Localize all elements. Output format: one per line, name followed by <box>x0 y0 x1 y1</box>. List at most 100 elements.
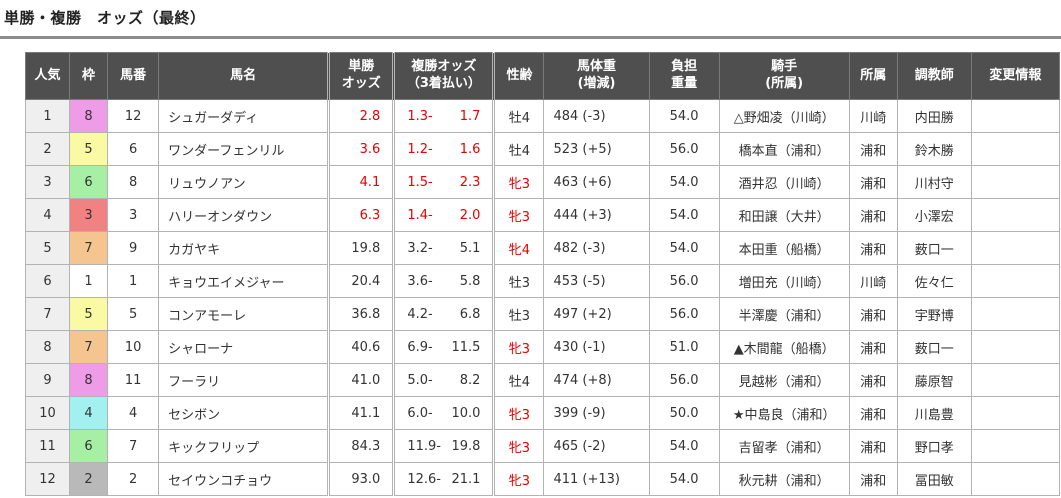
change-info-cell <box>970 429 1061 463</box>
horse-number-cell: 10 <box>107 330 160 364</box>
change-info-cell <box>970 165 1061 199</box>
frame-cell: 2 <box>69 462 109 496</box>
place-odds-cell: 1.2- 1.6 <box>392 132 496 166</box>
affiliation-cell: 浦和 <box>848 396 898 430</box>
weight-cell: 411 (+13) <box>543 462 650 496</box>
header-frame: 枠 <box>69 52 109 100</box>
place-odds-cell: 1.3- 1.7 <box>392 99 496 133</box>
jockey-cell: 秋元耕（浦和） <box>718 462 850 496</box>
weight-cell: 523 (+5) <box>543 132 650 166</box>
win-odds-cell: 84.3 <box>327 429 395 463</box>
header-jockey: 騎手 (所属) <box>718 52 850 100</box>
place-odds-low: 1.3- <box>407 108 433 124</box>
impost-cell: 54.0 <box>648 165 720 199</box>
win-odds-cell: 6.3 <box>327 198 395 232</box>
impost-cell: 56.0 <box>648 297 720 331</box>
page-title: 単勝・複勝 オッズ（最終） <box>4 9 206 27</box>
table-row: 9 8 11 フーラリ 41.0 5.0- 8.2 牡4 474 (+8) 56… <box>24 363 1061 397</box>
frame-cell: 3 <box>69 198 109 232</box>
horse-name-cell: キックフリップ <box>158 429 330 463</box>
trainer-cell: 鈴木勝 <box>896 132 972 166</box>
horse-number-cell: 6 <box>107 132 160 166</box>
table-body: 1 8 12 シュガーダディ 2.8 1.3- 1.7 牡4 484 (-3) … <box>24 99 1061 496</box>
trainer-cell: 宇野博 <box>896 297 972 331</box>
rank-cell: 6 <box>24 264 71 298</box>
impost-cell: 54.0 <box>648 231 720 265</box>
table-row: 5 7 9 カガヤキ 19.8 3.2- 5.1 牝4 482 (-3) 54.… <box>24 231 1061 265</box>
win-odds-cell: 4.1 <box>327 165 395 199</box>
jockey-cell: 橋本直（浦和） <box>718 132 850 166</box>
win-odds-cell: 41.1 <box>327 396 395 430</box>
jockey-cell: 増田充（川崎） <box>718 264 850 298</box>
horse-number-cell: 4 <box>107 396 160 430</box>
affiliation-cell: 浦和 <box>848 429 898 463</box>
place-odds-low: 5.0- <box>407 372 433 388</box>
frame-cell: 5 <box>69 297 109 331</box>
sex-age-cell: 牝3 <box>493 198 545 232</box>
place-odds-cell: 12.6- 21.1 <box>392 462 496 496</box>
sex-age-cell: 牡3 <box>493 297 545 331</box>
place-odds-low: 1.5- <box>407 174 433 190</box>
impost-cell: 54.0 <box>648 429 720 463</box>
table-row: 1 8 12 シュガーダディ 2.8 1.3- 1.7 牡4 484 (-3) … <box>24 99 1061 133</box>
horse-number-cell: 12 <box>107 99 160 133</box>
trainer-cell: 川島豊 <box>896 396 972 430</box>
rank-cell: 7 <box>24 297 71 331</box>
place-odds-cell: 4.2- 6.8 <box>392 297 496 331</box>
odds-table: 人気 枠 馬番 馬名 単勝 オッズ 複勝オッズ （3着払い） 性齢 馬体重 (増… <box>24 52 1061 496</box>
table-row: 3 6 8 リュウノアン 4.1 1.5- 2.3 牝3 463 (+6) 54… <box>24 165 1061 199</box>
affiliation-cell: 川崎 <box>848 99 898 133</box>
impost-cell: 54.0 <box>648 99 720 133</box>
header-horse-number: 馬番 <box>107 52 160 100</box>
affiliation-cell: 浦和 <box>848 198 898 232</box>
rank-cell: 12 <box>24 462 71 496</box>
weight-cell: 482 (-3) <box>543 231 650 265</box>
frame-cell: 7 <box>69 330 109 364</box>
frame-cell: 8 <box>69 363 109 397</box>
table-row: 10 4 4 セシボン 41.1 6.0- 10.0 牝3 399 (-9) 5… <box>24 396 1061 430</box>
place-odds-high: 8.2 <box>459 372 481 388</box>
horse-name-cell: セシボン <box>158 396 330 430</box>
weight-cell: 484 (-3) <box>543 99 650 133</box>
place-odds-cell: 11.9- 19.8 <box>392 429 496 463</box>
impost-cell: 51.0 <box>648 330 720 364</box>
weight-cell: 430 (-1) <box>543 330 650 364</box>
place-odds-high: 2.3 <box>459 174 481 190</box>
frame-cell: 6 <box>69 429 109 463</box>
horse-number-cell: 3 <box>107 198 160 232</box>
place-odds-cell: 3.6- 5.8 <box>392 264 496 298</box>
place-odds-low: 3.6- <box>407 273 433 289</box>
trainer-cell: 薮口一 <box>896 231 972 265</box>
horse-name-cell: キョウエイメジャー <box>158 264 330 298</box>
change-info-cell <box>970 297 1061 331</box>
place-odds-cell: 1.5- 2.3 <box>392 165 496 199</box>
header-row: 人気 枠 馬番 馬名 単勝 オッズ 複勝オッズ （3着払い） 性齢 馬体重 (増… <box>24 52 1061 100</box>
impost-cell: 56.0 <box>648 132 720 166</box>
impost-cell: 56.0 <box>648 363 720 397</box>
frame-cell: 1 <box>69 264 109 298</box>
place-odds-high: 5.1 <box>459 240 481 256</box>
change-info-cell <box>970 462 1061 496</box>
affiliation-cell: 浦和 <box>848 363 898 397</box>
place-odds-high: 10.0 <box>451 405 481 421</box>
trainer-cell: 内田勝 <box>896 99 972 133</box>
place-odds-high: 5.8 <box>459 273 481 289</box>
table-header: 人気 枠 馬番 馬名 単勝 オッズ 複勝オッズ （3着払い） 性齢 馬体重 (増… <box>24 52 1061 100</box>
place-odds-high: 19.8 <box>451 438 481 454</box>
change-info-cell <box>970 330 1061 364</box>
table-row: 12 2 2 セイウンコチョウ 93.0 12.6- 21.1 牝3 411 (… <box>24 462 1061 496</box>
header-horse-name: 馬名 <box>158 52 330 100</box>
weight-cell: 463 (+6) <box>543 165 650 199</box>
rank-cell: 4 <box>24 198 71 232</box>
change-info-cell <box>970 198 1061 232</box>
win-odds-cell: 40.6 <box>327 330 395 364</box>
win-odds-cell: 36.8 <box>327 297 395 331</box>
rank-cell: 1 <box>24 99 71 133</box>
place-odds-high: 6.8 <box>459 306 481 322</box>
win-odds-cell: 20.4 <box>327 264 395 298</box>
sex-age-cell: 牡4 <box>493 132 545 166</box>
horse-number-cell: 11 <box>107 363 160 397</box>
affiliation-cell: 浦和 <box>848 330 898 364</box>
header-win-odds: 単勝 オッズ <box>327 52 395 100</box>
horse-number-cell: 9 <box>107 231 160 265</box>
